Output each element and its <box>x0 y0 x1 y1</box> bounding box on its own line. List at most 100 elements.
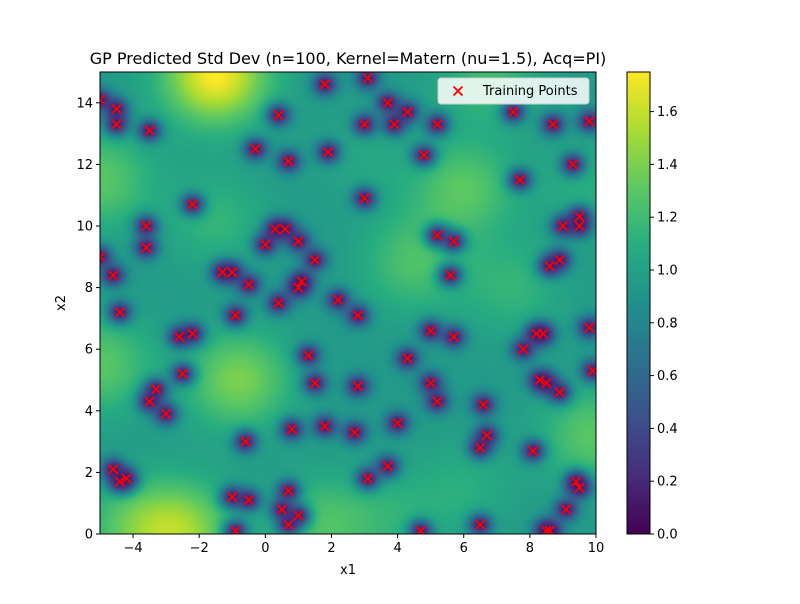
training-point <box>534 374 545 386</box>
training-point <box>303 350 314 361</box>
training-point <box>270 223 281 235</box>
colorbar-ticks: 0.0 0.2 0.4 0.6 0.8 1.0 1.2 1.4 1.6 <box>650 105 678 543</box>
x-tick-label: 8 <box>526 541 534 556</box>
training-point <box>425 377 436 389</box>
training-point <box>382 97 393 108</box>
training-point <box>227 267 238 278</box>
training-point <box>187 199 198 210</box>
training-point <box>567 159 578 170</box>
x-tick-label: 0 <box>261 541 269 556</box>
y-axis-ticks: 0 2 4 6 8 10 12 14 <box>76 96 100 543</box>
training-point <box>243 494 254 506</box>
std-dev-heatmap <box>100 72 596 534</box>
training-point <box>273 297 284 309</box>
training-point <box>425 325 436 336</box>
training-point <box>518 344 529 355</box>
training-point <box>557 220 569 232</box>
training-point <box>309 254 321 266</box>
training-point <box>100 251 106 262</box>
training-point <box>293 510 304 521</box>
colorbar-tick-label: 1.4 <box>657 158 678 173</box>
training-point <box>319 421 330 432</box>
training-point <box>448 236 459 247</box>
x-axis-ticks: −4 −2 0 2 4 6 8 10 <box>123 534 604 556</box>
training-point <box>111 103 122 115</box>
training-point <box>250 143 261 155</box>
training-point <box>332 294 344 306</box>
training-point <box>574 482 585 493</box>
training-point <box>382 461 393 472</box>
colorbar-tick-label: 1.0 <box>657 264 678 279</box>
training-point <box>475 442 486 453</box>
x-tick-label: 2 <box>327 541 335 556</box>
training-point <box>144 396 155 407</box>
training-point <box>448 331 459 343</box>
legend-marker <box>452 85 464 97</box>
training-point <box>418 150 430 161</box>
legend: Training Points <box>437 77 590 105</box>
training-point <box>362 473 373 484</box>
y-tick-label: 6 <box>85 343 93 358</box>
x-tick-label: 6 <box>460 541 468 556</box>
training-point <box>362 73 373 84</box>
legend-box <box>437 77 590 105</box>
training-point <box>309 377 321 389</box>
training-point <box>475 519 486 530</box>
training-point <box>584 322 595 333</box>
training-point <box>260 239 271 250</box>
y-tick-label: 14 <box>76 96 93 111</box>
y-tick-label: 12 <box>76 158 93 173</box>
training-point <box>286 424 297 435</box>
training-point <box>541 377 552 389</box>
plot-frame <box>99 71 597 535</box>
training-point <box>571 476 582 487</box>
x-tick-label: −2 <box>190 541 209 556</box>
training-point <box>574 220 585 232</box>
training-point <box>432 119 443 130</box>
training-point <box>402 353 413 364</box>
training-point <box>227 491 238 503</box>
x-tick-label: 10 <box>588 541 605 556</box>
legend-label: Training Points <box>482 84 578 99</box>
training-point <box>276 504 288 515</box>
training-point <box>514 174 526 185</box>
training-point <box>432 396 443 407</box>
training-point <box>402 106 413 118</box>
training-point <box>432 230 443 241</box>
training-points-layer <box>100 73 596 534</box>
colorbar-tick-label: 0.8 <box>657 316 678 331</box>
training-point <box>323 146 334 158</box>
training-point <box>283 519 294 530</box>
training-point <box>392 417 403 429</box>
training-point <box>547 119 559 130</box>
training-point <box>187 328 198 339</box>
colorbar-tick-label: 1.2 <box>657 211 678 226</box>
training-point <box>584 116 595 127</box>
y-axis-label: x2 <box>54 295 69 311</box>
colorbar <box>626 71 651 535</box>
training-point <box>554 254 565 266</box>
training-point <box>108 464 119 475</box>
training-point <box>230 310 241 321</box>
training-point <box>554 387 565 398</box>
training-point <box>243 279 254 290</box>
training-point <box>141 220 152 232</box>
training-point <box>108 270 119 281</box>
training-point <box>151 384 162 395</box>
training-point <box>111 119 122 130</box>
training-point <box>174 331 185 343</box>
y-tick-label: 2 <box>85 466 93 481</box>
training-point <box>359 119 370 130</box>
y-tick-label: 8 <box>85 281 93 296</box>
colorbar-tick-label: 0.4 <box>657 422 678 437</box>
training-point <box>100 94 106 105</box>
training-point <box>144 125 155 136</box>
colorbar-tick-label: 1.6 <box>657 105 678 120</box>
training-point <box>273 109 284 121</box>
y-tick-label: 4 <box>85 404 93 419</box>
training-point <box>217 267 228 278</box>
colorbar-tick-label: 0.2 <box>657 475 678 490</box>
training-point <box>160 408 172 420</box>
training-point <box>283 485 294 497</box>
